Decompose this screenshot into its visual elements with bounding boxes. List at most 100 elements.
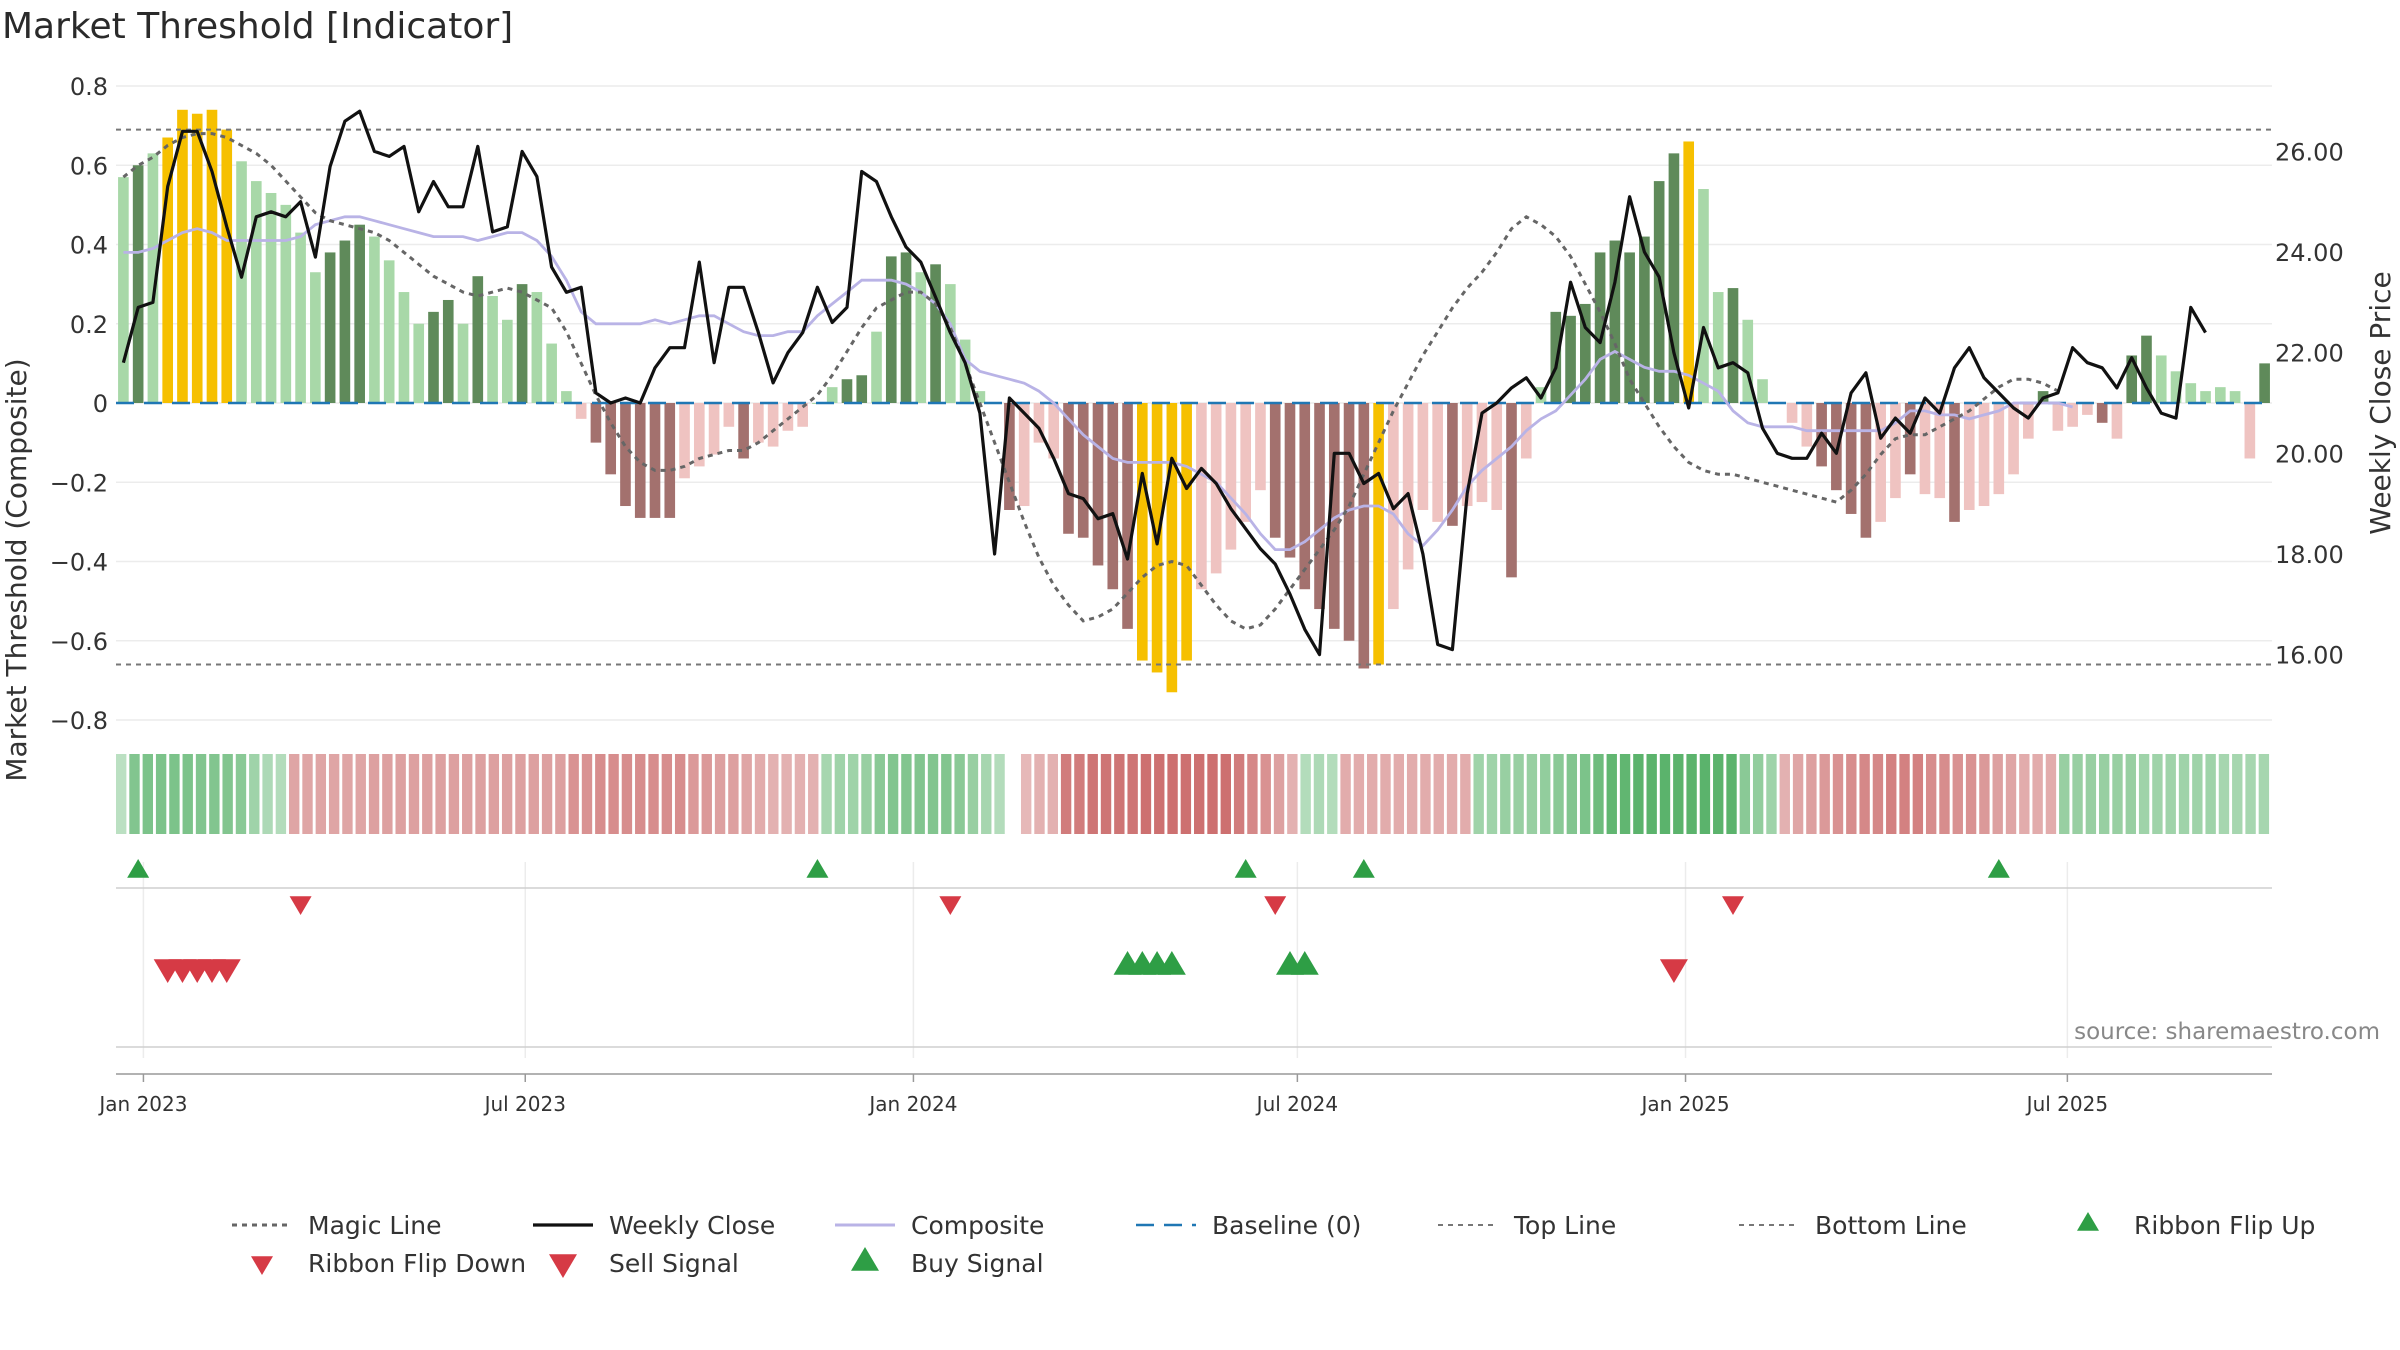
composite-bar — [649, 403, 661, 518]
composite-bar — [1742, 319, 1754, 403]
ribbon-cell — [155, 754, 167, 834]
ribbon-cell — [1047, 754, 1058, 834]
ribbon-cell — [1792, 754, 1804, 834]
composite-bar — [1904, 403, 1916, 475]
composite-bar — [767, 403, 779, 447]
y2-axis-title: Weekly Close Price — [2364, 271, 2397, 534]
ribbon-cell — [1606, 754, 1617, 834]
ribbon-cell — [1659, 754, 1671, 834]
composite-bar — [1181, 403, 1192, 661]
composite-bar — [1328, 403, 1340, 629]
ribbon-cell — [1952, 754, 1963, 834]
x-tick-label: Jan 2023 — [97, 1092, 187, 1116]
composite-bar — [1240, 403, 1252, 522]
ribbon-cell — [195, 754, 207, 834]
ribbon-cell — [1699, 754, 1711, 834]
composite-bar — [2111, 403, 2123, 439]
composite-bar — [1698, 189, 1709, 403]
legend-label: Ribbon Flip Down — [308, 1249, 526, 1278]
composite-bar — [1609, 240, 1621, 403]
ribbon-cell — [2112, 754, 2123, 834]
ribbon-cell — [1020, 754, 1032, 834]
composite-bars — [118, 109, 2270, 693]
ribbon-cell — [342, 754, 353, 834]
composite-bar — [324, 252, 336, 403]
composite-bar — [1580, 303, 1591, 403]
composite-bar — [1018, 403, 1030, 507]
composite-bar — [487, 296, 498, 403]
composite-bar — [191, 113, 203, 404]
composite-bar — [2082, 403, 2093, 415]
ribbon-cell — [1220, 754, 1231, 834]
composite-bar — [753, 403, 764, 443]
ribbon-cell — [834, 754, 846, 834]
composite-bar — [1993, 403, 2005, 495]
composite-bar — [782, 403, 794, 431]
legend-item-sell: Sell Signal — [549, 1249, 739, 1278]
ribbon-cell — [861, 754, 872, 834]
ribbon-cell — [914, 754, 925, 834]
legend-item-flipdown: Ribbon Flip Down — [251, 1249, 526, 1278]
ribbon-cell — [209, 754, 220, 834]
legend-swatch-sell — [549, 1254, 577, 1278]
ribbon-cell — [1247, 754, 1258, 834]
ribbon-cell — [2032, 754, 2043, 834]
ribbon-cell — [1979, 754, 1990, 834]
composite-bar — [1978, 403, 1990, 507]
y2-tick-label: 20.00 — [2275, 440, 2344, 468]
ribbon-cell — [1167, 754, 1178, 834]
composite-bar — [1417, 403, 1429, 510]
y-tick-label: 0.8 — [70, 73, 108, 101]
composite-bar — [398, 292, 410, 403]
composite-bar — [797, 403, 808, 427]
composite-bar — [472, 276, 484, 403]
composite-bar — [1712, 292, 1724, 403]
ribbon-cell — [1393, 754, 1405, 834]
ribbon-cell — [1846, 754, 1857, 834]
legend-label: Ribbon Flip Up — [2134, 1211, 2315, 1240]
ribbon-cell — [994, 754, 1005, 834]
ribbon-cell — [2059, 754, 2070, 834]
composite-bar — [413, 323, 425, 403]
ribbon-cell — [1540, 754, 1551, 834]
composite-bar — [1831, 403, 1842, 491]
ribbon-cell — [116, 754, 127, 834]
ribbon-cell — [887, 754, 899, 834]
composite-bar — [2023, 403, 2034, 439]
ribbon-cell — [182, 754, 193, 834]
ribbon-cell — [688, 754, 699, 834]
ribbon-cell — [1074, 754, 1085, 834]
ribbon-flip-up-marker — [806, 859, 829, 878]
ribbon-cell — [768, 754, 779, 834]
ribbon-cell — [847, 754, 859, 834]
composite-bar — [1373, 403, 1384, 665]
y-tick-label: 0 — [93, 390, 108, 418]
legend-label: Composite — [911, 1211, 1044, 1240]
ribbon-cell — [275, 754, 287, 834]
y2-tick-label: 22.00 — [2275, 340, 2344, 368]
composite-bar — [1890, 403, 1901, 499]
ribbon-cell — [2019, 754, 2030, 834]
composite-bar — [1092, 403, 1104, 566]
ribbon-cell — [821, 754, 832, 834]
ribbon-cell — [382, 754, 393, 834]
ribbon-cell — [1287, 754, 1298, 834]
ribbon-cell — [1686, 754, 1697, 834]
ribbon-cell — [302, 754, 313, 834]
composite-bar — [1757, 379, 1768, 403]
ribbon-cell — [581, 754, 593, 834]
ribbon-cell — [235, 754, 247, 834]
legend-label: Bottom Line — [1815, 1211, 1967, 1240]
composite-bar — [383, 260, 395, 403]
buy-signal-marker — [1290, 951, 1319, 975]
x-tick-label: Jan 2025 — [1639, 1092, 1729, 1116]
ribbon-strip — [116, 754, 2270, 834]
composite-bar — [1550, 311, 1562, 403]
composite-bar — [1432, 403, 1443, 522]
composite-bar — [1683, 141, 1695, 403]
y-tick-label: 0.6 — [70, 152, 108, 180]
ribbon-cell — [1060, 754, 1072, 834]
ribbon-cell — [754, 754, 766, 834]
ribbon-cell — [1433, 754, 1444, 834]
